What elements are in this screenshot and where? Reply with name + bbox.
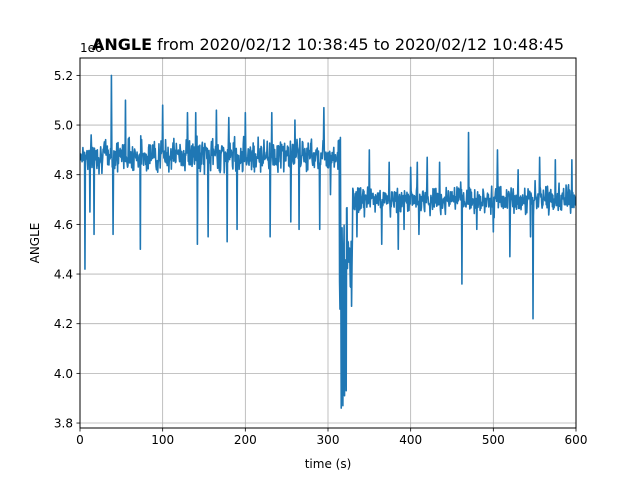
series-line bbox=[80, 74, 576, 409]
grid bbox=[79, 58, 577, 428]
y-tick-label: 5.0 bbox=[54, 119, 73, 133]
x-tick-label: 0 bbox=[76, 433, 84, 447]
y-tick-label: 3.8 bbox=[54, 417, 73, 431]
x-tick-label: 100 bbox=[151, 433, 174, 447]
x-axis-label: time (s) bbox=[305, 457, 352, 471]
y-axis-label: ANGLE bbox=[28, 223, 42, 264]
y-tick-label: 4.6 bbox=[54, 218, 73, 232]
y-tick-label: 4.0 bbox=[54, 367, 73, 381]
chart-title: ANGLE from 2020/02/12 10:38:45 to 2020/0… bbox=[92, 35, 564, 54]
x-tick-label: 300 bbox=[317, 433, 340, 447]
chart-title-rest: from 2020/02/12 10:38:45 to 2020/02/12 1… bbox=[152, 35, 564, 54]
y-tick-label: 4.2 bbox=[54, 317, 73, 331]
x-tick-label: 400 bbox=[399, 433, 422, 447]
x-tick-label: 500 bbox=[482, 433, 505, 447]
axis-ticks: 0 100 200 300 400 500 600 3.8 4.0 4.2 4.4 4.6 4.8 5.0… bbox=[54, 69, 588, 447]
x-tick-label: 200 bbox=[234, 433, 257, 447]
y-tick-label: 4.4 bbox=[54, 268, 73, 282]
angle-series-path bbox=[80, 74, 576, 409]
chart-title-bold: ANGLE bbox=[92, 35, 152, 54]
y-tick-label: 4.8 bbox=[54, 168, 73, 182]
y-tick-label: 5.2 bbox=[54, 69, 73, 83]
y-offset-label: 1e6 bbox=[80, 41, 103, 55]
x-tick-label: 600 bbox=[565, 433, 588, 447]
